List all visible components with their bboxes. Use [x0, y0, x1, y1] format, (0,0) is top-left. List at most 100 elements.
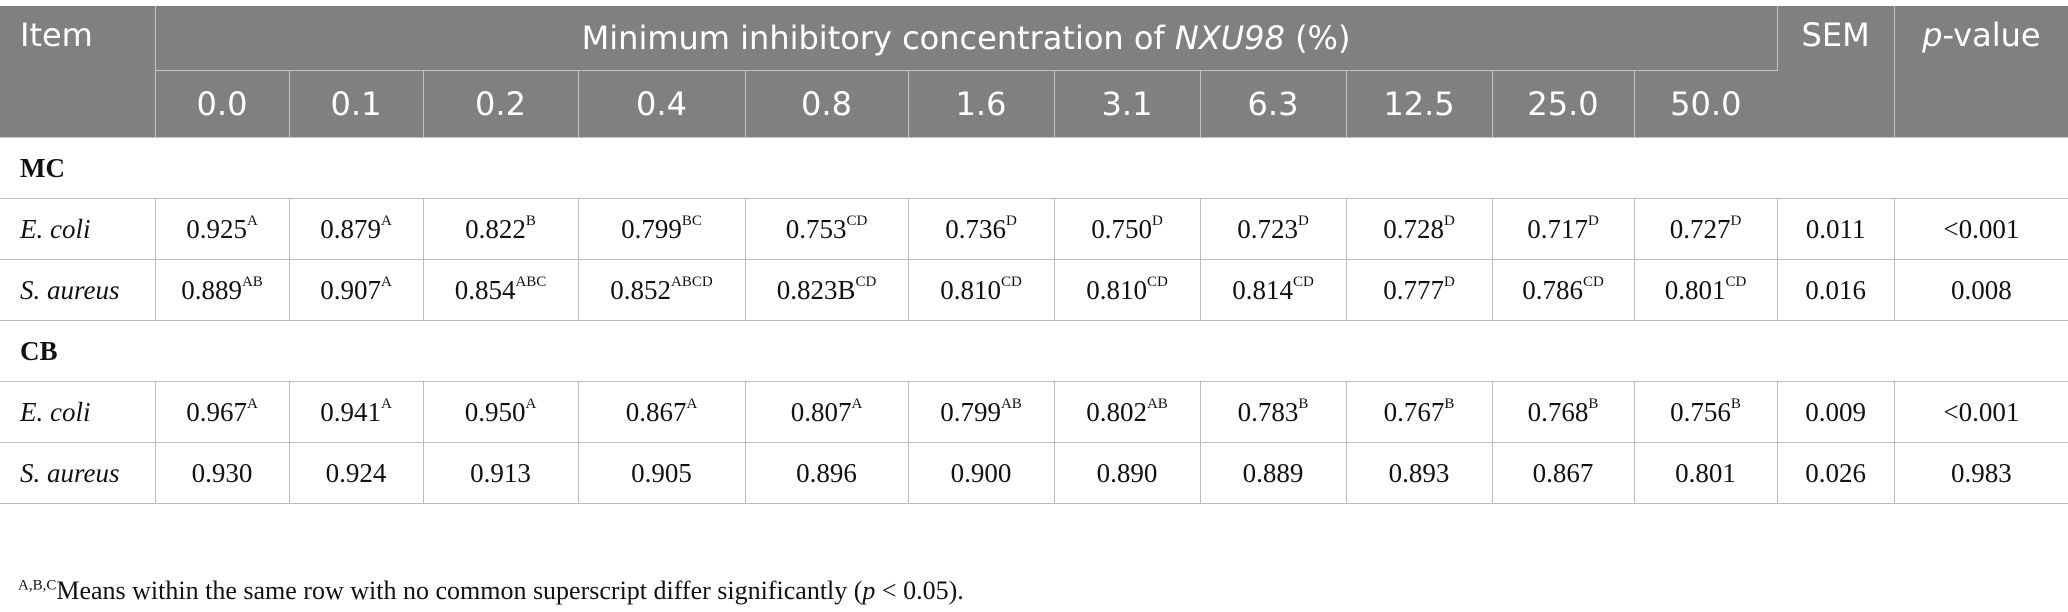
value-cell: 0.905	[578, 442, 746, 504]
cell-superscript: D	[1587, 212, 1599, 229]
value-cell: 0.924	[289, 442, 424, 504]
cell-superscript: A	[686, 395, 698, 412]
cell-superscript: BC	[681, 212, 702, 229]
mic-header: Minimum inhibitory concentration of NXU9…	[155, 6, 1778, 71]
cell-value: 0.728	[1383, 213, 1444, 244]
value-cell: 0.814CD	[1200, 259, 1347, 321]
value-cell: 0.967A	[155, 381, 290, 443]
cell-value: 0.900	[950, 457, 1012, 488]
p-value-cell: 0.983	[1894, 442, 2068, 504]
cell-value: 0.799	[940, 396, 1001, 427]
table-row: S. aureus 0.930 0.924 0.913 0.905 0.896 0.900 0…	[0, 442, 2068, 504]
footnote-text-after: < 0.05).	[875, 576, 964, 605]
cell-value: 0.717	[1527, 213, 1588, 244]
cell-superscript: B	[1588, 395, 1599, 412]
results-table: Item Minimum inhibitory concentration of…	[0, 6, 2068, 504]
p-value-cell: <0.001	[1894, 198, 2068, 260]
value-cell: 0.890	[1054, 442, 1201, 504]
footnote-p: p	[862, 576, 876, 605]
cell-value: 0.879	[320, 213, 381, 244]
concentration-header: 25.0	[1492, 70, 1635, 138]
cell-value: 0.893	[1388, 457, 1450, 488]
header-row-1: Item Minimum inhibitory concentration of…	[0, 6, 2068, 138]
cell-superscript: A	[380, 212, 392, 229]
table-row: S. aureus 0.889AB 0.907A 0.854ABC 0.852ABCD 0…	[0, 259, 2068, 321]
value-cell: 0.756B	[1634, 381, 1778, 443]
value-cell: 0.822B	[423, 198, 579, 260]
cell-value: 0.905	[631, 457, 692, 488]
value-cell: 0.950A	[423, 381, 579, 443]
cell-superscript: A	[246, 212, 258, 229]
cell-superscript: A	[246, 395, 258, 412]
cell-value: 0.814	[1232, 274, 1293, 305]
group-label: CB	[0, 320, 2068, 382]
cell-value: 0.801	[1664, 274, 1726, 305]
value-cell: 0.867	[1492, 442, 1635, 504]
cell-superscript: AB	[1000, 395, 1022, 412]
cell-value: 0.867	[1532, 457, 1594, 488]
value-cell: 0.913	[423, 442, 579, 504]
value-cell: 0.889	[1200, 442, 1347, 504]
cell-superscript: AB	[241, 273, 263, 290]
cell-value: 0.802	[1086, 396, 1147, 427]
cell-value: 0.801	[1675, 457, 1736, 488]
value-cell: 0.930	[155, 442, 290, 504]
cell-value: 0.727	[1669, 213, 1731, 244]
cell-value: 0.913	[470, 457, 531, 488]
sem-header: SEM	[1777, 6, 1895, 138]
cell-value: 0.753	[785, 213, 847, 244]
cell-value: 0.967	[186, 396, 247, 427]
cell-value: 0.890	[1096, 457, 1158, 488]
group-row: MC	[0, 137, 2068, 199]
value-cell: 0.753CD	[745, 198, 909, 260]
value-cell: 0.799BC	[578, 198, 746, 260]
concentration-header: 6.3	[1200, 70, 1347, 138]
cell-superscript: B	[1730, 395, 1741, 412]
cell-superscript: B	[1298, 395, 1309, 412]
organism-label: E. coli	[0, 381, 156, 443]
value-cell: 0.879A	[289, 198, 424, 260]
cell-value: 0.750	[1091, 213, 1152, 244]
cell-value: 0.799	[621, 213, 682, 244]
sem-cell: 0.011	[1777, 198, 1895, 260]
cell-superscript: D	[1297, 212, 1309, 229]
value-cell: 0.801CD	[1634, 259, 1778, 321]
cell-superscript: A	[380, 273, 392, 290]
value-cell: 0.807A	[745, 381, 909, 443]
p-value-header: p-value	[1894, 6, 2068, 138]
value-cell: 0.777D	[1346, 259, 1493, 321]
cell-superscript: CD	[1146, 273, 1168, 290]
item-header: Item	[0, 6, 156, 138]
p-value-header-p: p	[1922, 16, 1943, 54]
cell-value: 0.767	[1383, 396, 1445, 427]
value-cell: 0.799AB	[908, 381, 1055, 443]
cell-value: 0.925	[186, 213, 247, 244]
footnote-superscript: A,B,C	[18, 577, 57, 594]
value-cell: 0.802AB	[1054, 381, 1201, 443]
group-label: MC	[0, 137, 2068, 199]
cell-superscript: ABCD	[671, 273, 713, 290]
cell-value: 0.822	[465, 213, 526, 244]
cell-superscript: D	[1151, 212, 1163, 229]
value-cell: 0.750D	[1054, 198, 1201, 260]
value-cell: 0.727D	[1634, 198, 1778, 260]
cell-value: 0.756	[1670, 396, 1731, 427]
p-value-header-suffix: -value	[1942, 16, 2041, 54]
mic-header-prefix: Minimum inhibitory concentration of	[581, 19, 1175, 57]
group-row: CB	[0, 320, 2068, 382]
cell-superscript: B	[525, 212, 536, 229]
sem-cell: 0.009	[1777, 381, 1895, 443]
cell-superscript: D	[1005, 212, 1017, 229]
cell-value: 0.786	[1522, 274, 1583, 305]
organism-label: S. aureus	[0, 442, 156, 504]
value-cell: 0.900	[908, 442, 1055, 504]
cell-value: 0.867	[625, 396, 687, 427]
cell-value: 0.807	[790, 396, 852, 427]
concentration-header: 12.5	[1346, 70, 1493, 138]
concentration-header: 50.0	[1634, 70, 1778, 138]
table-row: E. coli 0.925A 0.879A 0.822B 0.799BC 0.753CD 0…	[0, 198, 2068, 260]
value-cell: 0.801	[1634, 442, 1778, 504]
organism-label: E. coli	[0, 198, 156, 260]
table-container: Item Minimum inhibitory concentration of…	[0, 6, 2068, 504]
cell-value: 0.777	[1383, 274, 1444, 305]
